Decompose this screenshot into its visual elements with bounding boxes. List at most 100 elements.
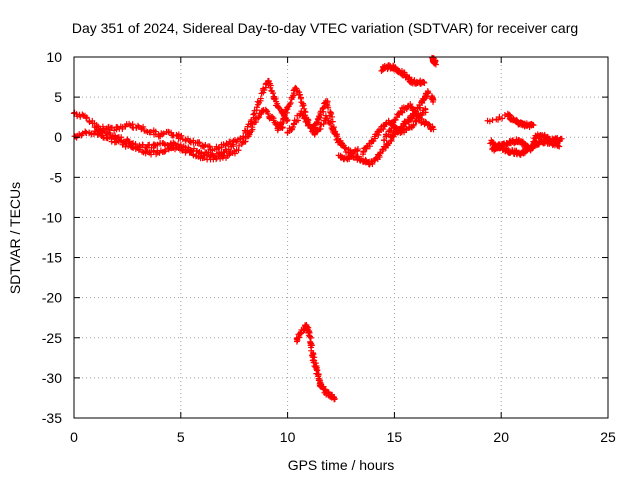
plot-frame (73, 56, 609, 419)
data-point (489, 117, 496, 124)
data-point (134, 122, 141, 129)
data-point (94, 126, 101, 133)
data-point (499, 115, 506, 122)
y-tick-label: -15 (42, 250, 62, 266)
data-point (254, 115, 261, 122)
y-tick-label: -5 (50, 169, 63, 185)
data-point (422, 106, 429, 113)
series-track-m (489, 131, 565, 154)
data-point (307, 334, 314, 341)
y-tick-label: -20 (42, 290, 62, 306)
data-point (296, 334, 303, 341)
data-point (556, 143, 563, 150)
data-point (231, 150, 238, 157)
data-point (129, 121, 136, 128)
data-point (486, 118, 493, 125)
data-point (159, 131, 166, 138)
data-point (140, 123, 147, 130)
series-track-i (378, 62, 428, 87)
data-point (250, 111, 257, 118)
data-point (178, 146, 185, 153)
data-point (531, 138, 538, 145)
series-track-c (91, 120, 239, 154)
data-point (325, 119, 332, 126)
data-point (389, 121, 396, 128)
series-track-h (380, 101, 437, 144)
data-point (148, 151, 155, 158)
data-point (369, 161, 376, 168)
series-track-o (293, 321, 338, 403)
data-point (268, 88, 275, 95)
x-tick-label: 20 (493, 429, 509, 445)
y-tick-label: -35 (42, 410, 62, 426)
data-point (405, 117, 412, 124)
data-point (495, 116, 502, 123)
data-point (97, 127, 104, 134)
data-point (417, 104, 424, 111)
data-point (425, 120, 432, 127)
data-point (341, 144, 348, 151)
data-point (313, 120, 320, 127)
data-point (327, 121, 334, 128)
axes: 0 5 10 15 20 25 10 5 0 -5 -10 -15 -20 -25 -30 -35 (42, 49, 616, 445)
y-tick-label: 5 (54, 89, 62, 105)
data-point (232, 137, 239, 144)
data-point (308, 124, 315, 131)
data-point (429, 96, 436, 103)
data-point (116, 137, 123, 144)
data-point (421, 79, 428, 86)
data-point (265, 110, 272, 117)
data-point (287, 99, 294, 106)
data-point (535, 141, 542, 148)
data-point (286, 101, 293, 108)
data-point (202, 142, 209, 149)
data-point (284, 106, 291, 113)
y-tick-label: 0 (54, 129, 62, 145)
x-tick-label: 25 (600, 429, 616, 445)
data-point (283, 118, 290, 125)
data-point (306, 333, 313, 340)
x-axis-label: GPS time / hours (288, 457, 395, 473)
data-point (375, 132, 382, 139)
y-tick-label: -30 (42, 370, 62, 386)
data-point (392, 116, 399, 123)
data-point (410, 122, 417, 129)
data-point (217, 155, 224, 162)
data-point (354, 146, 361, 153)
data-point (294, 117, 301, 124)
data-point (360, 149, 367, 156)
data-point (83, 114, 90, 121)
data-point (196, 139, 203, 146)
data-point (424, 88, 431, 95)
data-point (316, 114, 323, 121)
x-tick-label: 0 (70, 429, 78, 445)
series-track-f (335, 88, 432, 168)
series-track-j (428, 54, 439, 68)
data-point (227, 138, 234, 145)
data-point (297, 91, 304, 98)
y-tick-label: -25 (42, 330, 62, 346)
data-point (162, 148, 169, 155)
data-point (396, 111, 403, 118)
chart-title: Day 351 of 2024, Sidereal Day-to-day VTE… (72, 20, 578, 36)
data-point (171, 140, 178, 147)
data-point (430, 126, 437, 133)
x-tick-label: 15 (387, 429, 403, 445)
data-point (279, 120, 286, 127)
data-points (70, 54, 565, 403)
data-point (178, 132, 185, 139)
x-tick-label: 10 (280, 429, 296, 445)
data-point (530, 122, 537, 129)
series-track-b (71, 106, 286, 163)
data-point (381, 137, 388, 144)
data-point (432, 61, 439, 68)
data-point (304, 118, 311, 125)
data-point (301, 115, 308, 122)
data-point (267, 84, 274, 91)
x-tick-label: 5 (177, 429, 185, 445)
y-tick-label: -10 (42, 209, 62, 225)
data-point (420, 78, 427, 85)
data-point (128, 144, 135, 151)
